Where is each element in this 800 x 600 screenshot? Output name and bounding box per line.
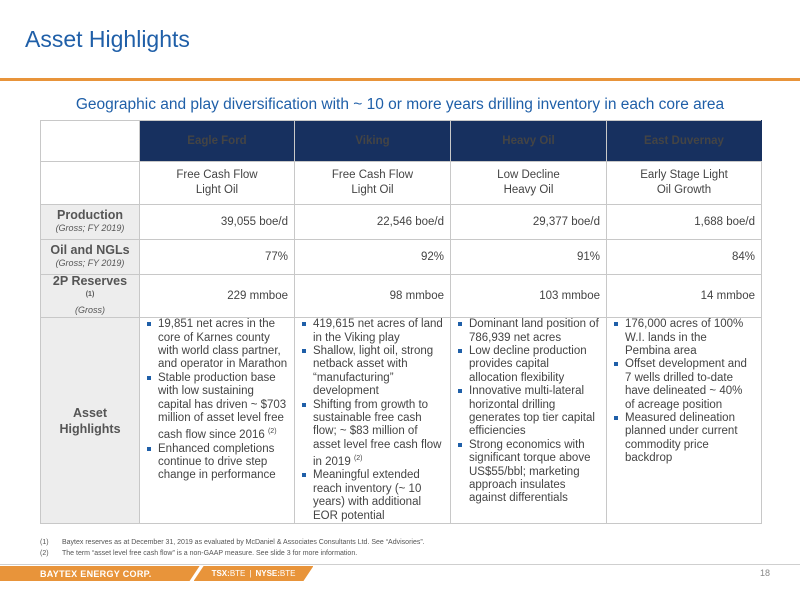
highlights-cell-heavy-oil: Dominant land position of 786,939 net ac… <box>450 317 607 525</box>
row-label: 2P Reserves (1) (Gross) <box>40 273 140 319</box>
list-item: Stable production base with low sustaini… <box>146 372 288 443</box>
footnote: (2) The term “asset level free cash flow”… <box>40 550 358 557</box>
list-item: Enhanced completions continue to drive s… <box>146 443 288 483</box>
list-item: Meaningful extended reach inventory (~ 1… <box>301 469 444 523</box>
value-cell: 103 mmboe <box>450 273 607 319</box>
table-corner <box>40 120 140 162</box>
column-header: Eagle Ford <box>139 120 295 162</box>
table-row: 2P Reserves (1) (Gross) 229 mmboe 98 mmb… <box>40 273 762 319</box>
table-row: Oil and NGLs (Gross; FY 2019) 77% 92% 91… <box>40 239 762 275</box>
value-cell: 1,688 boe/d <box>606 204 762 240</box>
asset-type-row: Free Cash Flow Light Oil Free Cash Flow Li… <box>40 161 762 205</box>
ticker-label: TSX: BTE | NYSE: BTE <box>194 566 314 581</box>
highlights-cell-east-duvernay: 176,000 acres of 100% W.I. lands in the … <box>606 317 762 525</box>
list-item: Shallow, light oil, strong netback asset… <box>301 345 444 399</box>
asset-type-cell: Early Stage Light Oil Growth <box>606 161 762 205</box>
list-item: Low decline production provides capital … <box>457 345 600 385</box>
column-header: Heavy Oil <box>450 120 607 162</box>
header-row: Eagle Ford Viking Heavy Oil East Duverna… <box>40 120 762 162</box>
value-cell: 14 mmboe <box>606 273 762 319</box>
footer-bar: BAYTEX ENERGY CORP. TSX: BTE | NYSE: BTE <box>0 566 410 581</box>
column-header: Viking <box>294 120 451 162</box>
asset-type-cell: Low Decline Heavy Oil <box>450 161 607 205</box>
list-item: 19,851 net acres in the core of Karnes c… <box>146 318 288 372</box>
page-subtitle: Geographic and play diversification with… <box>75 96 725 113</box>
table-corner <box>40 161 140 205</box>
value-cell: 229 mmboe <box>139 273 295 319</box>
highlights-cell-eagle-ford: 19,851 net acres in the core of Karnes c… <box>139 317 295 525</box>
list-item: 419,615 net acres of land in the Viking … <box>301 318 444 345</box>
value-cell: 22,546 boe/d <box>294 204 451 240</box>
footnote: (1) Baytex reserves as at December 31, 20… <box>40 539 425 546</box>
list-item: Offset development and 7 wells drilled t… <box>613 358 755 412</box>
table-row: Production (Gross; FY 2019) 39,055 boe/d… <box>40 204 762 240</box>
asset-type-cell: Free Cash Flow Light Oil <box>139 161 295 205</box>
asset-type-cell: Free Cash Flow Light Oil <box>294 161 451 205</box>
highlights-row: Asset Highlights 19,851 net acres in the … <box>40 317 762 525</box>
value-cell: 92% <box>294 239 451 275</box>
column-header: East Duvernay <box>606 120 762 162</box>
list-item: Dominant land position of 786,939 net ac… <box>457 318 600 345</box>
row-label: Production (Gross; FY 2019) <box>40 204 140 240</box>
list-item: Innovative multi-lateral horizontal dril… <box>457 385 600 439</box>
asset-table: Eagle Ford Viking Heavy Oil East Duverna… <box>40 120 762 525</box>
title-divider <box>0 78 800 81</box>
value-cell: 91% <box>450 239 607 275</box>
list-item: Strong economics with significant torque… <box>457 439 600 506</box>
value-cell: 77% <box>139 239 295 275</box>
list-item: Shifting from growth to sustainable free… <box>301 399 444 470</box>
row-label: Oil and NGLs (Gross; FY 2019) <box>40 239 140 275</box>
value-cell: 39,055 boe/d <box>139 204 295 240</box>
row-label: Asset Highlights <box>40 317 140 525</box>
list-item: Measured delineation planned under curre… <box>613 412 755 466</box>
highlights-cell-viking: 419,615 net acres of land in the Viking … <box>294 317 451 525</box>
value-cell: 98 mmboe <box>294 273 451 319</box>
page-title: Asset Highlights <box>25 26 190 52</box>
page-number: 18 <box>759 568 770 578</box>
value-cell: 29,377 boe/d <box>450 204 607 240</box>
value-cell: 84% <box>606 239 762 275</box>
list-item: 176,000 acres of 100% W.I. lands in the … <box>613 318 755 358</box>
footer-divider <box>0 564 800 565</box>
brand-label: BAYTEX ENERGY CORP. <box>0 566 200 581</box>
footnotes: (1) Baytex reserves as at December 31, 20… <box>40 537 760 559</box>
